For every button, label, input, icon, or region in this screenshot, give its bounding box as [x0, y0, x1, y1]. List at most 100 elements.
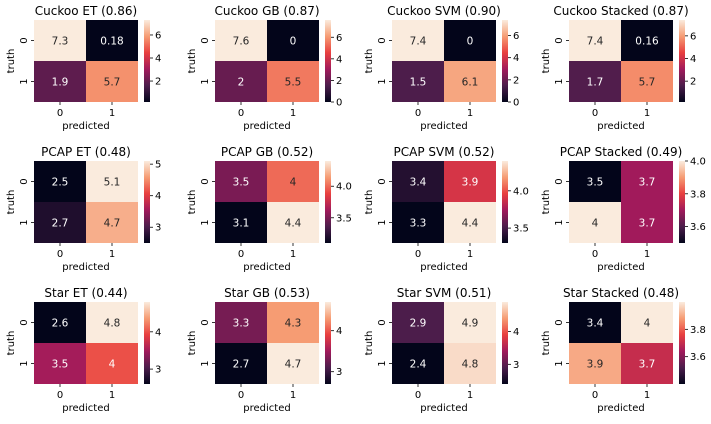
- y-axis-label: truth: [364, 331, 375, 356]
- heatmap-cell: [86, 20, 138, 61]
- heatmap-cell: [392, 20, 444, 61]
- heatmap-cell: [444, 302, 496, 343]
- heatmap-cell: [34, 61, 86, 102]
- heatmap-cell: [86, 343, 138, 384]
- heatmap-panel: Star SVM (0.51)2.9 4.92.4 4.80 1predicted01…: [364, 286, 519, 414]
- heatmap-cell: [569, 343, 621, 384]
- cell-value-label: 2.7: [52, 218, 69, 230]
- heatmap-cell: [267, 302, 319, 343]
- heatmap-cell: [215, 161, 267, 202]
- colorbar-tick-label: 3.5: [336, 213, 352, 224]
- x-tick-label: 0: [238, 108, 244, 119]
- y-tick-label: 1: [200, 219, 211, 225]
- heatmap-panel: Star GB (0.53)3.3 4.32.7 4.70 1predicted01t…: [187, 286, 342, 414]
- cell-value-label: 4: [290, 177, 297, 189]
- heatmap-panel: Cuckoo GB (0.87)7.6 02 5.50 1predicted01tru…: [187, 4, 342, 132]
- y-tick-label: 0: [200, 319, 211, 325]
- colorbar: [679, 302, 685, 384]
- heatmap-cell: [267, 343, 319, 384]
- y-tick-label: 0: [377, 178, 388, 184]
- y-axis-label: truth: [6, 331, 17, 356]
- heatmap-cell: [215, 20, 267, 61]
- heatmap-panel: Star ET (0.44)2.6 4.83.5 40 1predicted01tru…: [6, 286, 161, 414]
- heatmap-cell: [392, 61, 444, 102]
- x-axis-label: predicted: [597, 262, 644, 273]
- heatmap-title: PCAP ET (0.48): [41, 145, 131, 159]
- cell-value-label: 4.7: [104, 218, 121, 230]
- colorbar-tick-label: 2: [513, 75, 519, 86]
- cell-value-label: 2.7: [233, 359, 250, 371]
- cell-value-label: 5.7: [104, 77, 121, 89]
- x-tick-label: 0: [592, 108, 598, 119]
- y-tick-label: 0: [554, 37, 565, 43]
- cell-value-label: 1.5: [410, 77, 427, 89]
- cell-value-label: 3.9: [587, 359, 604, 371]
- y-tick-label: 0: [200, 37, 211, 43]
- cell-value-label: 5.7: [639, 77, 656, 89]
- heatmap-cell: [34, 20, 86, 61]
- colorbar-tick-label: 3.6: [690, 222, 706, 233]
- colorbar: [502, 20, 508, 102]
- cell-value-label: 6.1: [462, 77, 479, 89]
- heatmap-cell: [444, 20, 496, 61]
- y-axis-label: truth: [6, 190, 17, 215]
- heatmap-title: Cuckoo GB (0.87): [214, 4, 319, 18]
- x-axis-label: predicted: [420, 403, 467, 414]
- cell-value-label: 0.18: [100, 36, 123, 48]
- x-tick-label: 1: [644, 249, 650, 260]
- colorbar-tick-label: 3: [336, 367, 342, 378]
- colorbar-tick-label: 4: [513, 327, 519, 338]
- y-axis-label: truth: [541, 331, 552, 356]
- colorbar: [325, 302, 331, 384]
- x-tick-label: 1: [290, 249, 296, 260]
- heatmap-panel: PCAP Stacked (0.49)3.5 3.74 3.70 1predicted…: [541, 145, 706, 273]
- cell-value-label: 4.7: [285, 359, 302, 371]
- heatmap-cell: [444, 61, 496, 102]
- x-tick-label: 0: [415, 390, 421, 401]
- colorbar-tick-label: 0: [513, 98, 519, 109]
- colorbar: [502, 161, 508, 243]
- colorbar-tick-label: 6: [690, 31, 696, 42]
- x-axis-label: predicted: [243, 121, 290, 132]
- heatmap-cell: [34, 302, 86, 343]
- heatmap-cell: [444, 343, 496, 384]
- heatmap-cell: [215, 61, 267, 102]
- colorbar-tick-label: 4.0: [336, 182, 352, 193]
- cell-value-label: 3.7: [639, 359, 656, 371]
- heatmap-cell: [569, 202, 621, 243]
- x-tick-label: 0: [592, 249, 598, 260]
- heatmap-cell: [621, 343, 673, 384]
- x-tick-label: 0: [415, 249, 421, 260]
- y-tick-label: 1: [19, 360, 30, 366]
- heatmap-cell: [621, 202, 673, 243]
- y-tick-label: 0: [377, 37, 388, 43]
- cell-value-label: 1.7: [587, 77, 604, 89]
- x-axis-label: predicted: [243, 403, 290, 414]
- heatmap-cell: [392, 161, 444, 202]
- colorbar-tick-label: 0: [336, 98, 342, 109]
- heatmap-cell: [392, 343, 444, 384]
- heatmap-panel: Cuckoo SVM (0.90)7.4 01.5 6.10 1predicted01…: [364, 4, 519, 132]
- cell-value-label: 7.4: [410, 36, 427, 48]
- cell-value-label: 2: [238, 77, 245, 89]
- y-tick-label: 0: [19, 37, 30, 43]
- y-tick-label: 1: [200, 360, 211, 366]
- colorbar: [325, 161, 331, 243]
- x-axis-label: predicted: [62, 262, 109, 273]
- colorbar-tick-label: 4.0: [513, 186, 529, 197]
- heatmap-title: Cuckoo Stacked (0.87): [553, 4, 688, 18]
- heatmap-cell: [621, 302, 673, 343]
- cell-value-label: 0.16: [635, 36, 659, 48]
- cell-value-label: 3.1: [233, 218, 250, 230]
- cell-value-label: 3.5: [587, 177, 604, 189]
- colorbar: [325, 20, 331, 102]
- cell-value-label: 5.1: [104, 177, 121, 189]
- heatmap-cell: [86, 61, 138, 102]
- x-tick-label: 1: [109, 108, 115, 119]
- colorbar-tick-label: 4: [513, 53, 519, 64]
- y-tick-label: 1: [19, 219, 30, 225]
- heatmap-cell: [86, 161, 138, 202]
- cell-value-label: 4.9: [462, 318, 479, 330]
- heatmap-cell: [86, 202, 138, 243]
